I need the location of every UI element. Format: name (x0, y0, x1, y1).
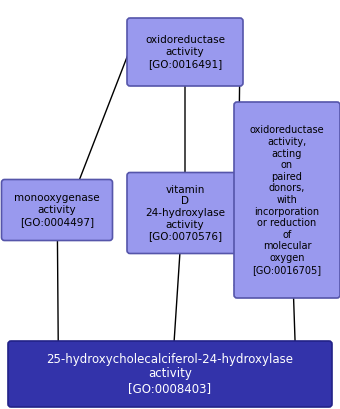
FancyBboxPatch shape (234, 102, 340, 298)
FancyBboxPatch shape (1, 180, 113, 240)
Text: vitamin
D
24-hydroxylase
activity
[GO:0070576]: vitamin D 24-hydroxylase activity [GO:00… (145, 185, 225, 241)
FancyBboxPatch shape (127, 18, 243, 86)
Text: oxidoreductase
activity
[GO:0016491]: oxidoreductase activity [GO:0016491] (145, 36, 225, 69)
Text: monooxygenase
activity
[GO:0004497]: monooxygenase activity [GO:0004497] (14, 193, 100, 227)
FancyBboxPatch shape (8, 341, 332, 407)
FancyBboxPatch shape (127, 173, 243, 254)
Text: 25-hydroxycholecalciferol-24-hydroxylase
activity
[GO:0008403]: 25-hydroxycholecalciferol-24-hydroxylase… (47, 353, 293, 396)
Text: oxidoreductase
activity,
acting
on
paired
donors,
with
incorporation
or reductio: oxidoreductase activity, acting on paire… (250, 126, 324, 274)
